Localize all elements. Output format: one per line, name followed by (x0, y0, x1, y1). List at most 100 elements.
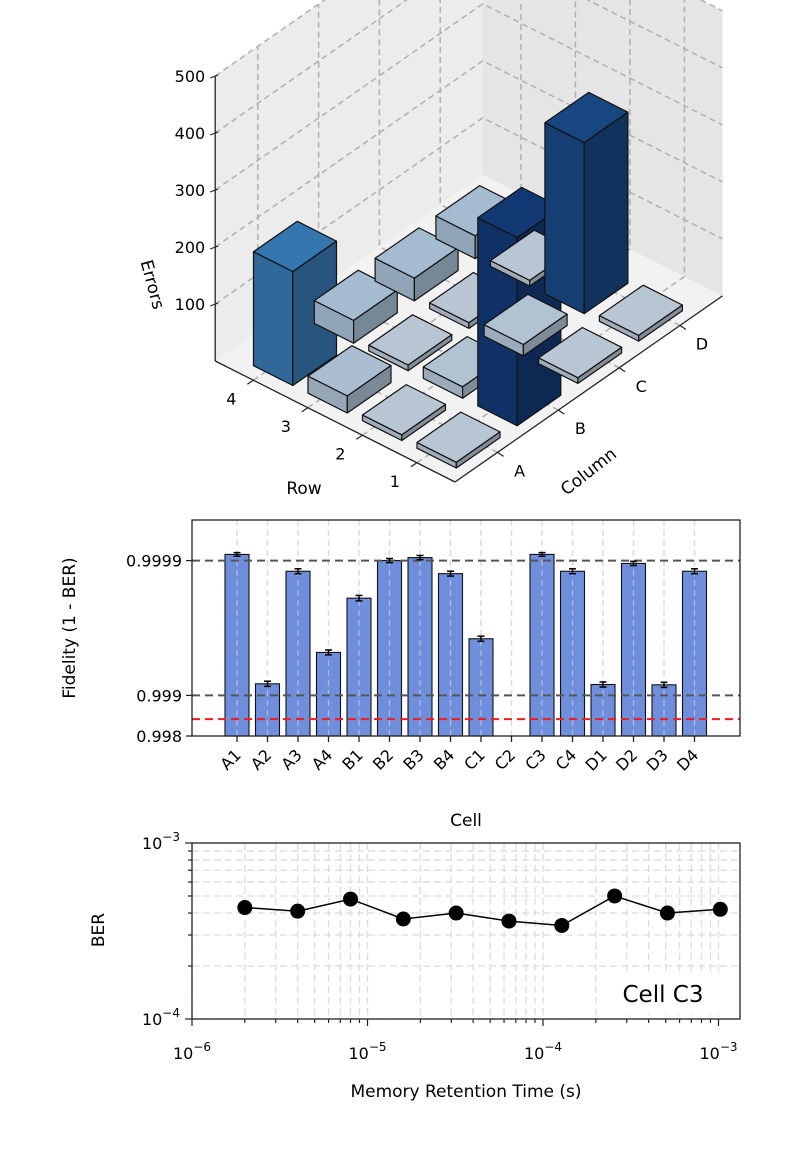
bar-top-face (368, 314, 453, 366)
row-tick (356, 434, 363, 440)
bar3d-chart: 1 2 3 4 A B C D 100 200 300 400 500 Row Column Errors (136, 0, 723, 500)
bar3d-1C (537, 326, 623, 384)
annotation-label: Cell C3 (623, 982, 704, 1008)
grid-line-row-1 (361, 0, 631, 436)
z-tick-label: 400 (175, 124, 206, 143)
column-tick (679, 324, 687, 330)
bar-top-face (483, 293, 568, 346)
bar-top-face (313, 269, 398, 321)
x-tick-label: 10−5 (348, 1040, 386, 1063)
ber-point (501, 913, 517, 929)
tick-base: 10 (524, 1044, 544, 1063)
z-tick (209, 188, 219, 193)
ber-point (448, 905, 464, 921)
z-tick-label: 300 (175, 181, 206, 200)
tick-exponent: −3 (720, 1040, 738, 1054)
grid-line-z-1 (214, 60, 723, 248)
ber-point (342, 891, 358, 907)
row-axis-label: Row (286, 479, 321, 499)
y-tick-label: 0.998 (136, 727, 182, 746)
ber-point (395, 911, 411, 927)
y-tick-label: 10−4 (142, 1006, 180, 1029)
ber-point (237, 900, 253, 916)
bar3d-4C (374, 227, 459, 302)
tick-base: 10 (142, 834, 162, 853)
bar-top-face (361, 384, 447, 436)
tick-exponent: −5 (369, 1040, 387, 1054)
column-tick-label: C (636, 377, 647, 396)
bar3d-2D (544, 91, 629, 315)
grid-line-z-0 (214, 117, 723, 305)
bar3d-4B (313, 269, 398, 344)
column-tick-label: B (575, 419, 586, 438)
tick-exponent: −4 (162, 1006, 180, 1020)
ber-point (554, 917, 570, 933)
tick-base: 10 (348, 1044, 368, 1063)
z-tick (209, 74, 219, 79)
column-tick-label: A (514, 461, 525, 480)
row-tick (301, 407, 309, 413)
x-tick-label: 10−6 (173, 1040, 211, 1063)
z-tick-label: 200 (175, 238, 206, 257)
row-tick-label: 1 (390, 472, 400, 491)
z-tick (209, 131, 219, 136)
bar-B2 (376, 560, 403, 737)
bar-front-face (252, 251, 294, 387)
column-axis (454, 295, 723, 483)
x-tick-label: C1 (460, 745, 489, 774)
bar-top-face (374, 227, 459, 279)
z-axis-label: Errors (136, 258, 168, 312)
bar3d-4A (252, 220, 338, 387)
x-tick-label: 10−4 (524, 1040, 562, 1063)
ber-point (659, 905, 675, 921)
plot-frame (191, 519, 741, 737)
x-tick-label: C3 (521, 745, 550, 774)
bar3d-3B (368, 314, 453, 372)
row-tick (410, 462, 418, 468)
x-tick-label: A2 (247, 745, 275, 773)
annotation-box: Cell C3 (604, 974, 722, 1014)
bar-front-face (544, 122, 585, 315)
tick-exponent: −4 (544, 1040, 562, 1054)
bar3d-1D (598, 284, 684, 342)
x-tick-label: B3 (399, 745, 427, 773)
fidelity-xlabel: Cell (450, 811, 482, 831)
ber-series-line (244, 895, 721, 927)
z-tick (209, 245, 219, 250)
x-tick-label: D4 (673, 745, 702, 774)
bar3d-3A (307, 345, 392, 414)
annotation-background (604, 974, 722, 1014)
tick-base: 10 (699, 1044, 719, 1063)
grid-line-z-3 (214, 0, 723, 134)
x-tick-label: D3 (642, 745, 671, 774)
x-tick-label: B2 (369, 745, 397, 773)
tick-base: 10 (173, 1044, 193, 1063)
column-tick-label: D (696, 334, 708, 353)
x-tick-label: D2 (612, 745, 641, 774)
ber-ylabel: BER (89, 913, 109, 947)
grid-line-row-0 (416, 0, 686, 464)
x-tick-label: B1 (338, 745, 366, 773)
ber-xlabel: Memory Retention Time (s) (350, 1082, 581, 1102)
tick-exponent: −6 (193, 1040, 211, 1054)
bar-B3 (407, 557, 433, 737)
x-tick-label: 10−3 (699, 1040, 737, 1063)
column-tick (558, 409, 565, 415)
column-tick (618, 367, 626, 373)
column-tick (497, 451, 504, 457)
bar3d-1A (416, 411, 501, 469)
ber-line-chart: BER Memory Retention Time (s) Cell C310−… (89, 830, 741, 1102)
x-tick-label: C4 (552, 745, 581, 774)
row-axis (214, 360, 456, 483)
bar-top-face (544, 91, 629, 144)
z-tick (209, 302, 219, 307)
column-axis-label: Column (557, 444, 621, 500)
y-tick-label: 0.999 (136, 686, 182, 705)
bar-top-face (598, 284, 684, 336)
y-tick-label: 10−3 (142, 830, 180, 853)
row-tick (247, 379, 254, 385)
x-tick-label: C2 (491, 745, 520, 774)
y-tick-label: 0.9999 (126, 552, 182, 571)
x-tick-label: B4 (430, 745, 458, 773)
